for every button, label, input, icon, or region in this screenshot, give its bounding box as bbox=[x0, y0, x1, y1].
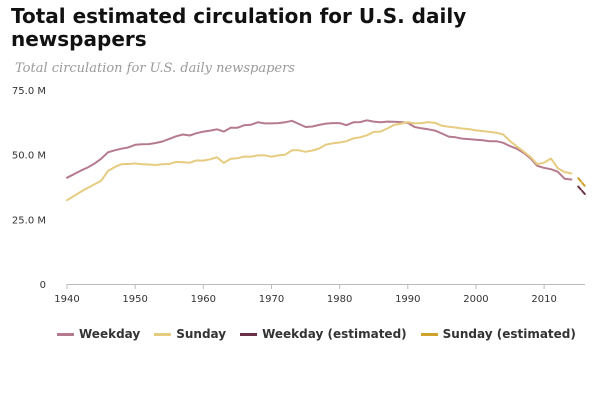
chart-subtitle: Total circulation for U.S. daily newspap… bbox=[15, 61, 295, 76]
y-tick-label: 50.0 M bbox=[12, 151, 46, 162]
x-tick-label: 1970 bbox=[259, 294, 284, 305]
legend-swatch bbox=[57, 332, 74, 336]
page-title: Total estimated circulation for U.S. dai… bbox=[11, 4, 467, 51]
legend-swatch bbox=[420, 332, 438, 336]
x-tick-label: 2010 bbox=[531, 294, 556, 305]
series-line-weekday-estimated bbox=[577, 185, 586, 196]
x-tick-label: 1980 bbox=[327, 294, 352, 305]
x-tick-label: 1950 bbox=[122, 294, 147, 305]
legend-item-sunday-estimated[interactable]: Sunday (estimated) bbox=[420, 327, 576, 341]
series-line-sunday bbox=[66, 121, 573, 202]
x-axis: 1940 1950 1960 1970 1980 1990 2000 2010 bbox=[54, 284, 585, 305]
x-tick-label: 1990 bbox=[395, 294, 420, 305]
y-tick-label: 25.0 M bbox=[12, 215, 46, 226]
legend-swatch bbox=[154, 332, 172, 336]
legend-item-weekday[interactable]: Weekday bbox=[57, 327, 140, 341]
series-line-weekday bbox=[66, 119, 573, 181]
x-tick-label: 1940 bbox=[54, 294, 79, 305]
legend-label: Weekday (estimated) bbox=[262, 327, 407, 341]
plot-area bbox=[66, 119, 586, 202]
legend-label: Sunday bbox=[176, 327, 227, 341]
legend-label: Weekday bbox=[79, 327, 141, 341]
y-tick-label: 0 bbox=[40, 280, 46, 291]
legend-item-sunday[interactable]: Sunday bbox=[154, 327, 226, 341]
y-axis: 0 25.0 M 50.0 M 75.0 M bbox=[12, 86, 46, 291]
x-tick-label: 1960 bbox=[191, 294, 216, 305]
legend: Weekday Sunday Weekday (estimated) Sunday (… bbox=[57, 327, 590, 341]
series-line-sunday-estimated bbox=[577, 177, 586, 188]
x-tick-label: 2000 bbox=[463, 294, 488, 305]
legend-label: Sunday (estimated) bbox=[442, 327, 576, 341]
legend-item-weekday-estimated[interactable]: Weekday (estimated) bbox=[240, 327, 407, 341]
y-tick-label: 75.0 M bbox=[12, 86, 46, 97]
legend-swatch bbox=[240, 332, 258, 336]
